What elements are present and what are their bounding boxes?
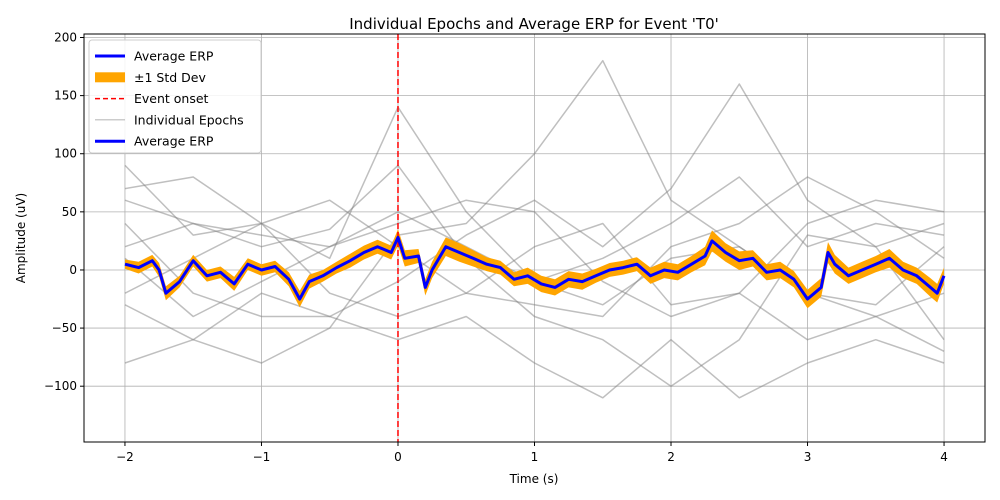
epoch-line-5	[124, 222, 945, 399]
legend-box	[88, 39, 262, 154]
y-axis-label: Amplitude (uV)	[14, 193, 28, 284]
legend-label: ±1 Std Dev	[134, 70, 206, 85]
legend: Average ERP ±1 Std Dev Event onset Individu…	[88, 39, 262, 154]
x-axis-label: Time (s)	[509, 472, 559, 486]
epoch-line-0	[124, 164, 945, 387]
x-tick-label: 3	[804, 450, 812, 464]
y-tick-label: −100	[44, 379, 77, 393]
x-tick-label: 1	[531, 450, 539, 464]
y-tick-label: −50	[52, 321, 77, 335]
x-tick-label: 2	[667, 450, 675, 464]
epoch-line-1	[124, 83, 945, 364]
x-axis-ticks: −2 −1 0 1 2 3 4	[116, 442, 948, 464]
epoch-line-8	[124, 176, 945, 352]
x-tick-label: 4	[940, 450, 948, 464]
y-tick-label: 150	[54, 89, 77, 103]
plot-layer	[124, 34, 946, 442]
x-tick-label: −2	[116, 450, 134, 464]
y-tick-label: 50	[62, 205, 77, 219]
legend-swatch	[95, 72, 125, 83]
legend-label: Event onset	[134, 91, 209, 106]
legend-label: Average ERP	[134, 134, 214, 149]
epoch-line-4	[124, 199, 945, 318]
x-tick-label: 0	[394, 450, 402, 464]
legend-label: Average ERP	[134, 49, 214, 64]
chart-title: Individual Epochs and Average ERP for Ev…	[349, 15, 719, 33]
average-erp-line	[124, 235, 946, 301]
legend-label: Individual Epochs	[134, 112, 244, 127]
y-tick-label: 100	[54, 147, 77, 161]
y-tick-label: 200	[54, 30, 77, 44]
y-tick-label: 0	[69, 263, 77, 277]
y-axis-ticks: −100 −50 0 50 100 150 200	[44, 30, 84, 393]
x-tick-label: −1	[253, 450, 271, 464]
